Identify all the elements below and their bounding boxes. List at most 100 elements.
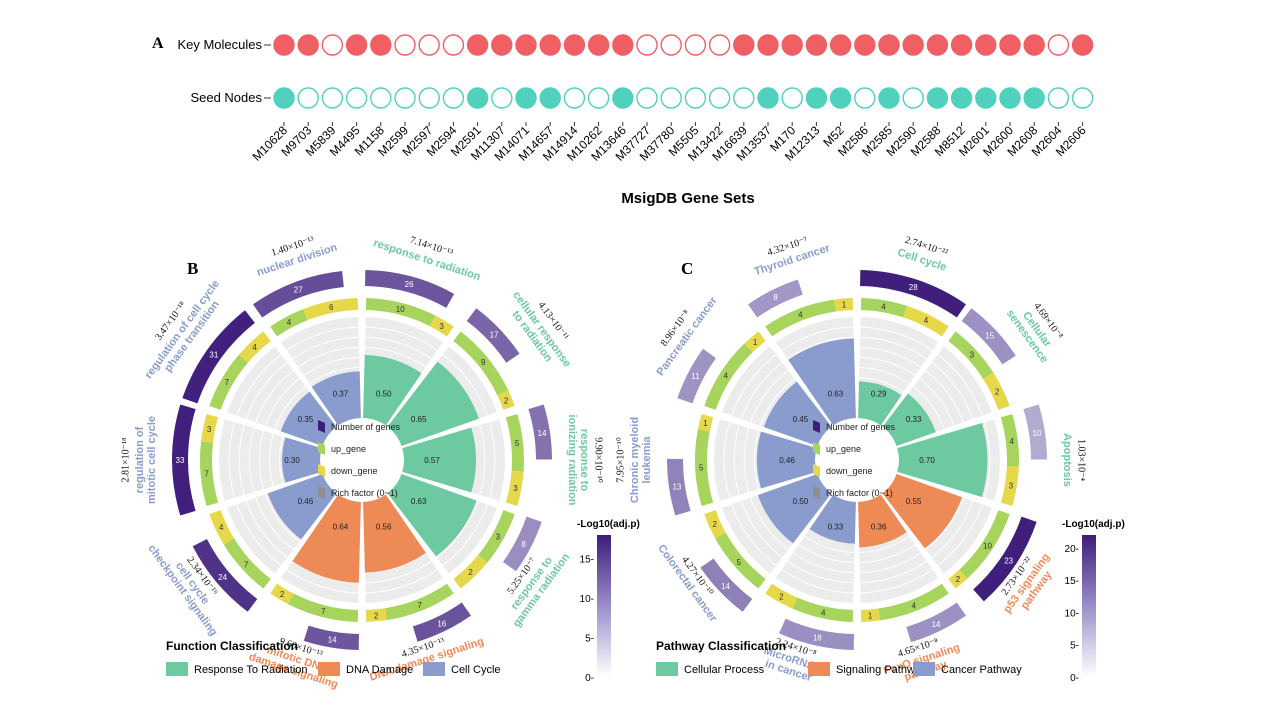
grid-ring [859,552,922,574]
up-gene-arc [453,331,509,396]
gene-number-count: 8 [773,293,778,302]
key-molecule-dot [660,34,682,56]
grid-ring [365,560,432,584]
down-gene-arc [860,608,880,622]
colorbar-tick: 20- [1065,544,1079,555]
key-molecule-dot [636,34,658,56]
colorbar [597,535,611,677]
down-gene-arc [765,583,798,609]
gene-number-count: 33 [176,456,185,465]
up-gene-count: 3 [970,350,975,359]
up-gene-arc [200,441,219,507]
term-pvalue: 2.81×10⁻¹⁸ [120,437,131,482]
gene-number-count: 14 [328,636,337,645]
rich-factor-bar [387,474,477,557]
term-label: mitotic cell cycle [146,416,158,504]
down-gene-arc [497,390,515,410]
down-gene-arc [744,331,766,353]
classification-title: Function Classification [166,639,298,653]
seed-node-dot [684,87,707,109]
grid-ring [264,378,300,426]
rich-factor-value: 0.64 [333,523,349,532]
grid-ring [731,354,777,416]
gene-number-arc [503,516,542,572]
grid-ring [925,370,964,423]
seed-node-dot [999,87,1021,109]
rich-factor-bar [809,494,856,544]
classification-title: Pathway Classification [656,639,786,653]
grid-ring [919,378,955,426]
inner-legend-label: Number of genes [826,422,896,432]
grid-ring [931,500,974,558]
up-gene-count: 4 [723,372,728,381]
seed-node-dot [587,87,610,109]
key-molecule-dot [345,34,368,56]
category-swatch [423,662,445,676]
gene-number-arc [412,602,471,642]
gene-number-count: 8 [521,540,526,549]
term-pvalue: 9.90×10⁻¹⁰ [593,437,604,482]
grid-ring [442,354,488,416]
inner-legend-label: down_gene [331,466,378,476]
up-gene-count: 9 [481,358,486,367]
rich-factor-bar [363,494,426,573]
key-molecule-dot [539,34,561,56]
key-molecule-dot [950,34,973,56]
inner-legend-key [813,486,820,499]
gene-number-arc [466,308,520,363]
rich-factor-value: 0.30 [284,456,300,465]
down-gene-arc [270,583,294,605]
down-gene-arc [238,331,271,363]
colorbar-tick: 5- [585,634,594,645]
seed-node-dot [781,87,803,109]
gene-number-count: 17 [490,331,499,340]
gene-number-count: 13 [672,482,681,491]
grid-ring [937,354,983,416]
panel-a: A Key Molecules Seed Nodes M10628M9703M5… [152,34,1094,207]
up-gene-count: 10 [983,542,992,551]
down-gene-arc [903,305,949,337]
key-molecule-dot [297,34,319,56]
down-gene-arc [303,298,359,321]
down-gene-count: 2 [374,611,379,620]
seed-node-dot [829,87,852,109]
grid-ring [792,552,855,574]
gene-number-arc [779,618,854,650]
up-gene-arc [715,532,766,589]
seed-node-dot [539,87,561,109]
inner-legend-key [813,420,820,433]
grid-ring [236,354,282,416]
key-molecule-dot [1047,34,1070,56]
grid-ring [931,362,974,420]
grid-ring [925,497,964,550]
rich-factor-bar [788,338,856,426]
panel-a-letter: A [152,35,164,52]
inner-legend-label: up_gene [826,444,861,454]
category-label: Cellular Process [684,664,765,676]
colorbar-tick: 15- [1065,576,1079,587]
up-gene-arc [878,583,949,621]
inner-legend-label: Rich factor (0~1) [826,488,893,498]
gene-number-count: 15 [985,332,994,341]
seed-node-dot [563,87,586,109]
grid-ring [859,535,910,553]
seed-node-dot [297,87,319,109]
seed-node-dot [370,87,392,109]
grid-ring [750,370,789,423]
up-gene-arc [288,593,359,622]
seed-node-dot [612,87,634,109]
term-label: leukemia [641,436,653,484]
grid-ring [245,500,288,558]
gene-number-count: 24 [218,573,227,582]
grid-ring [264,494,300,542]
gene-number-count: 14 [721,582,730,591]
down-gene-count: 2 [504,396,509,405]
seed-node-dot [394,87,416,109]
grid-ring [743,427,750,493]
grid-ring [859,346,922,368]
grid-ring [913,386,945,430]
term-label: Apoptosis [1061,433,1073,487]
grid-ring [723,422,731,498]
grid-ring [255,497,294,550]
rich-factor-value: 0.36 [871,523,887,532]
